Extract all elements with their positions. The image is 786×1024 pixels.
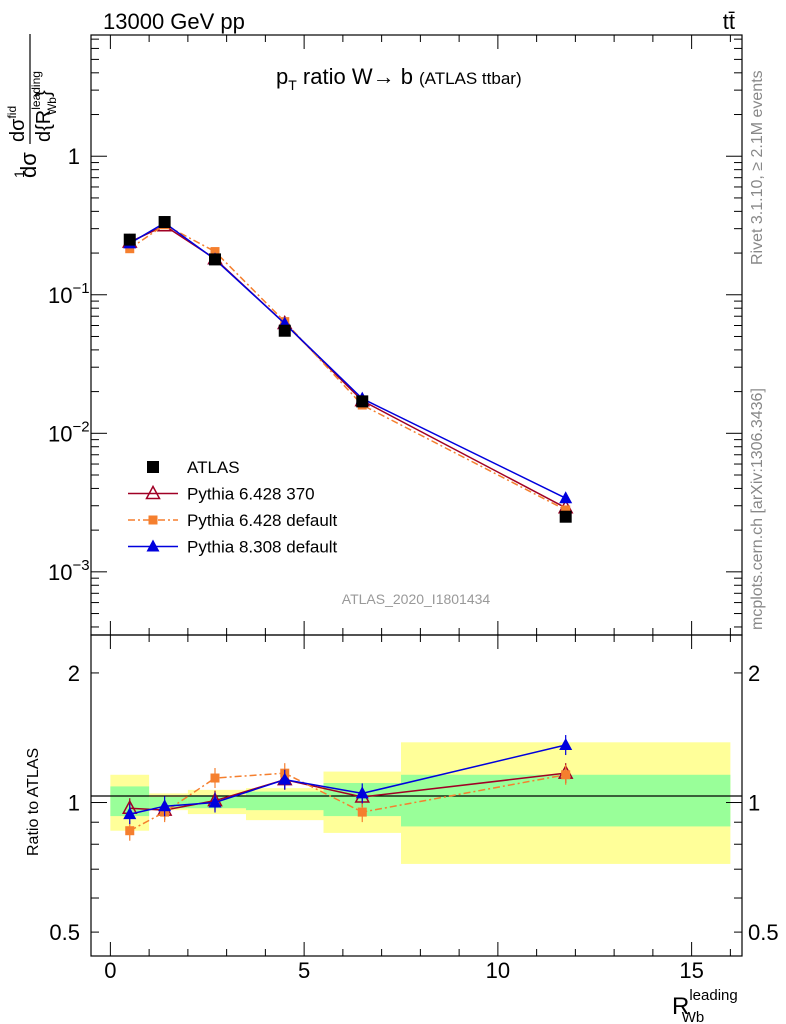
ylabel-top-sup: leading <box>29 71 43 110</box>
series-pythia-6-428-default-point <box>125 244 135 254</box>
title-rest: ratio W→ b <box>297 64 413 89</box>
legend-label: Pythia 6.428 370 <box>187 485 315 504</box>
legend-marker <box>146 539 160 552</box>
title-sub: T <box>288 77 297 93</box>
series-pythia-8-308-default-line <box>129 222 567 499</box>
series-pythia-8-308-default-ratio-point <box>355 786 369 799</box>
title-small: (ATLAS ttbar) <box>419 69 522 88</box>
ratio-band-inner <box>149 796 188 809</box>
ratio-y-label: Ratio to ATLAS <box>25 748 42 856</box>
series-atlas-point <box>209 253 221 266</box>
ylabel-top: d{R <box>33 110 55 142</box>
legend-label: Pythia 8.308 default <box>187 538 338 557</box>
ratio-y-tick-label-left: 2 <box>68 661 80 686</box>
ratio-y-tick-label-right: 1 <box>748 791 760 816</box>
ratio-axes-ticks <box>91 635 742 956</box>
ratio-y-tick-label-left: 1 <box>68 791 80 816</box>
rivet-label: Rivet 3.1.10, ≥ 2.1M events <box>749 70 766 265</box>
series-pythia-6-428-default-ratio-point <box>125 826 135 836</box>
ylabel-num: dσfid <box>5 106 29 142</box>
ylabel-num-sup: fid <box>5 106 19 119</box>
ylabel-den: d{Rleading Wb} <box>29 71 59 142</box>
x-tick-label: 5 <box>298 958 310 983</box>
xlabel-sub: Wb <box>682 1009 705 1024</box>
main-y-tick-label: 10−2 <box>48 418 90 446</box>
series-pythia-6-428-default-ratio-point <box>357 807 367 817</box>
legend-marker <box>145 484 161 500</box>
main-panel: 1 10−1 10−2 10−3 pT ratio W→ b (ATLAS ttbar)… <box>5 34 743 636</box>
title-main: p <box>276 64 288 89</box>
legend-label: ATLAS <box>187 458 240 477</box>
series-pythia-8-308-default-ratio-point <box>559 738 573 751</box>
ratio-frame <box>90 634 743 957</box>
main-y-tick-labels: 1 10−1 10−2 10−3 <box>48 144 90 585</box>
main-series-layer <box>121 215 574 523</box>
ratio-y-tick-label-left: 0.5 <box>49 920 80 945</box>
series-pythia-8-308-default-ratio-point <box>278 772 292 785</box>
main-axes-ticks <box>91 35 742 635</box>
legend-label: Pythia 6.428 default <box>187 511 338 530</box>
ylabel-frac: 1 <box>11 170 27 178</box>
x-tick-labels: 0 5 10 15 <box>104 958 704 983</box>
series-pythia-8-308-default-ratio-line <box>129 744 566 815</box>
series-pythia-6-428-default-line <box>129 223 567 511</box>
series-pythia-6-428-default-point <box>210 247 220 257</box>
main-y-label: dσ 1 dσfid d{Rleading Wb} <box>5 34 59 178</box>
series-pythia-6-428-default-point <box>561 505 571 515</box>
series-atlas-point <box>278 324 291 337</box>
xlabel-sup: leading <box>689 987 737 1004</box>
x-axis-label: Rleading Wb <box>672 987 738 1024</box>
xlabel-main: R <box>672 993 689 1020</box>
series-pythia-8-308-default-ratio-point <box>123 807 137 820</box>
ratio-band-inner <box>246 791 324 811</box>
series-pythia-8-308-default-ratio-point <box>158 799 172 812</box>
legend-marker <box>148 515 158 525</box>
series-pythia-6-428-370-ratio-line <box>129 772 566 811</box>
series-atlas-point <box>123 233 136 246</box>
x-tick-label: 0 <box>104 958 116 983</box>
ylabel-pre: dσ <box>16 152 41 178</box>
main-y-tick-label: 10−3 <box>48 557 90 585</box>
ratio-y-tick-label-right: 0.5 <box>748 920 779 945</box>
series-atlas-point <box>356 395 369 408</box>
series-pythia-8-308-default-ratio-point <box>208 795 222 808</box>
process-label: tt̄ <box>723 9 735 34</box>
series-pythia-6-428-default-ratio-point <box>210 773 220 783</box>
series-pythia-6-428-default-ratio-line <box>129 772 566 832</box>
x-tick-label: 10 <box>486 958 510 983</box>
ratio-panel: 0.5 0.5 1 1 2 2 0 5 10 15 Ratio to ATLAS Rleadin… <box>25 634 779 1024</box>
series-atlas-point <box>158 216 171 229</box>
energy-label: 13000 GeV pp <box>103 9 245 34</box>
series-pythia-8-308-default-point <box>559 491 573 504</box>
series-pythia-6-428-default-ratio-point <box>561 770 571 780</box>
watermark: ATLAS_2020_I1801434 <box>342 591 491 607</box>
ratio-series-layer <box>121 735 574 841</box>
ylabel-top-end: } <box>33 90 55 97</box>
ratio-y-tick-label-right: 2 <box>748 661 760 686</box>
ylabel-top-sub: Wb <box>45 97 59 115</box>
plot-title: pT ratio W→ b (ATLAS ttbar) <box>276 64 522 93</box>
main-y-tick-label: 10−1 <box>48 280 90 308</box>
main-y-tick-label: 1 <box>68 144 80 169</box>
mcplots-label: mcplots.cern.ch [arXiv:1306.3436] <box>749 388 766 630</box>
legend: ATLAS Pythia 6.428 370 Pythia 6.428 defaul… <box>128 458 338 557</box>
series-atlas-point <box>559 510 572 523</box>
x-tick-label: 15 <box>679 958 703 983</box>
ylabel-num-main: dσ <box>7 118 29 142</box>
ratio-y-tick-labels: 0.5 0.5 1 1 2 2 <box>49 661 778 945</box>
legend-marker <box>147 461 159 473</box>
